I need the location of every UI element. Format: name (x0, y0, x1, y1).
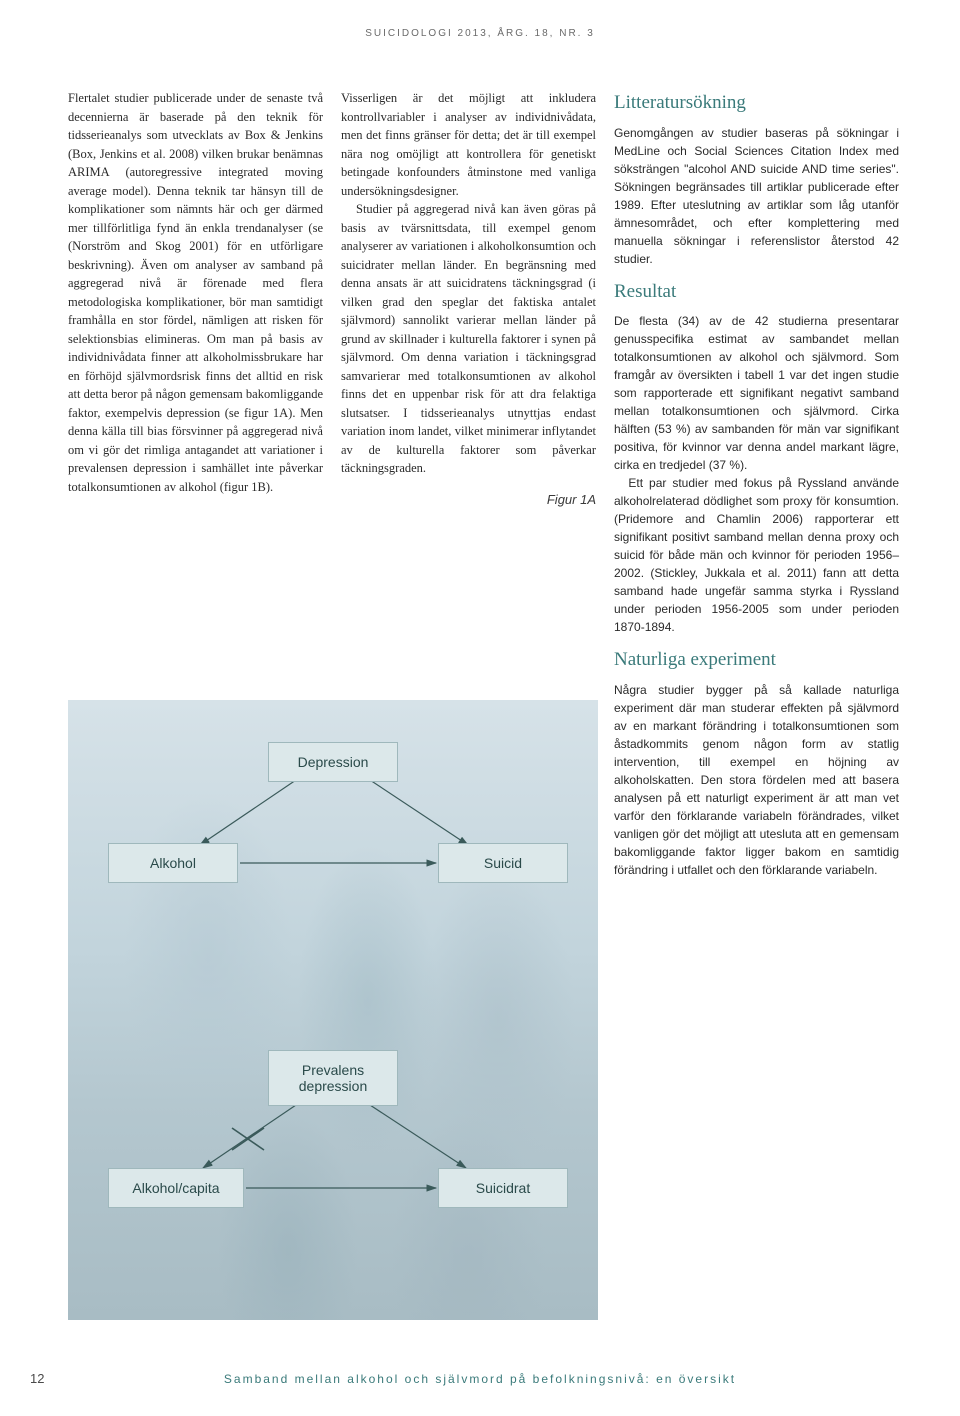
node-depression: Depression (268, 742, 398, 782)
node-alkohol-capita: Alkohol/capita (108, 1168, 244, 1208)
col3-para-4: Några studier bygger på så kallade natur… (614, 681, 899, 879)
col3-para-2: De flesta (34) av de 42 studierna presen… (614, 312, 899, 474)
col3-para-1: Genomgången av studier baseras på söknin… (614, 124, 899, 268)
col2-para-1: Visserligen är det möjligt att inkludera… (341, 89, 596, 200)
node-suicidrat: Suicidrat (438, 1168, 568, 1208)
node-prevalens: Prevalens depression (268, 1050, 398, 1106)
column-3: Litteratursökning Genomgången av studier… (614, 89, 899, 879)
node-alkohol: Alkohol (108, 843, 238, 883)
node-suicid: Suicid (438, 843, 568, 883)
journal-header: SUICIDOLOGI 2013, ÅRG. 18, NR. 3 (0, 0, 960, 39)
heading-litteratur: Litteratursökning (614, 89, 899, 118)
heading-resultat: Resultat (614, 278, 899, 307)
figure-background: Depression Alkohol Suicid Prevalens depr… (68, 700, 598, 1320)
figure-1a-label: Figur 1A (341, 490, 596, 509)
heading-naturliga: Naturliga experiment (614, 646, 899, 675)
col2-para-2: Studier på aggregerad nivå kan även göra… (341, 200, 596, 478)
col3-para-3: Ett par studier med fokus på Ryssland an… (614, 474, 899, 636)
article-footer-title: Samband mellan alkohol och självmord på … (0, 1372, 960, 1386)
col1-para-1: Flertalet studier publicerade under de s… (68, 89, 323, 496)
